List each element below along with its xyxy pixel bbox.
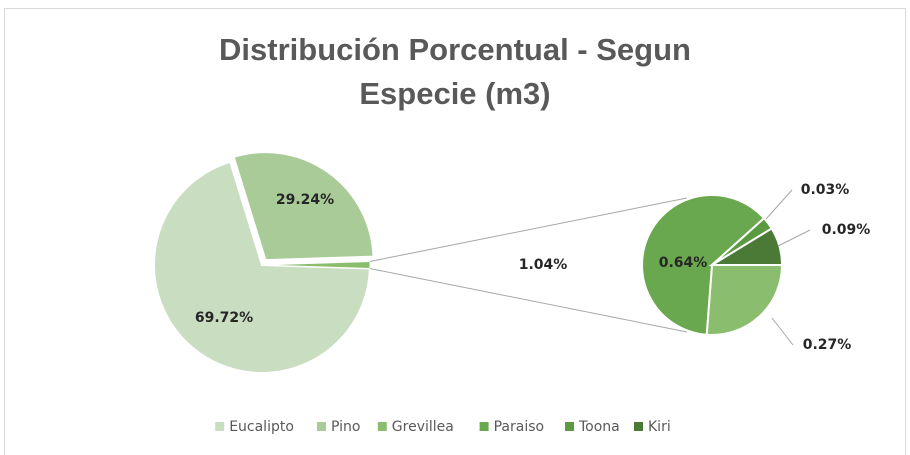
leader-line	[777, 229, 811, 247]
legend-swatch	[215, 422, 225, 431]
pie-slice	[708, 227, 784, 266]
legend-label: Grevillea	[392, 419, 454, 435]
chart-title: Distribución Porcentual - Segun Especie …	[219, 32, 691, 111]
leader-line	[765, 189, 793, 220]
legend-label: Toona	[578, 419, 620, 435]
legend-swatch	[317, 422, 326, 431]
pie-slice	[232, 151, 375, 262]
pie-slice-other	[261, 260, 371, 270]
leader-line	[771, 317, 794, 346]
legend-label: Pino	[331, 419, 360, 435]
legend-swatch	[565, 422, 574, 431]
pie-slice	[641, 194, 766, 336]
legend-label: Eucalipto	[229, 419, 294, 435]
legend-label: Kiri	[648, 419, 671, 435]
connector-line	[369, 197, 688, 262]
data-label: 29.24%	[276, 192, 334, 208]
data-label: 0.27%	[803, 337, 852, 353]
pie-slice	[153, 160, 371, 374]
legend-swatch	[634, 422, 643, 431]
data-label: 1.04%	[519, 257, 568, 273]
legend-swatch	[479, 422, 489, 431]
connector-line	[369, 268, 688, 333]
pie-slice	[705, 264, 784, 336]
data-label: 69.72%	[195, 310, 253, 326]
data-label: 0.09%	[822, 222, 871, 238]
data-label: 0.64%	[659, 255, 708, 271]
chart-border	[4, 8, 906, 455]
data-label: 0.03%	[801, 182, 850, 198]
legend-swatch	[377, 422, 387, 431]
legend-label: Paraiso	[494, 419, 544, 435]
